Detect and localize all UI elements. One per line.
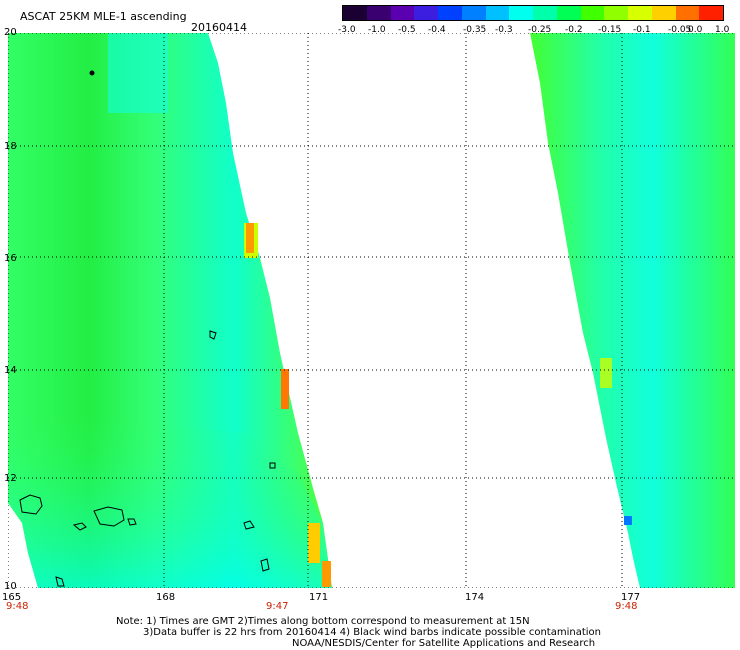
- graticule: [8, 33, 735, 588]
- swath-left-orange-b: [281, 369, 289, 409]
- latitude-label: 18: [4, 141, 17, 152]
- longitude-label: 174: [465, 592, 485, 603]
- swath-left-orange-c: [322, 561, 331, 587]
- colorbar-tick-label: -0.1: [633, 25, 651, 35]
- colorbar-swatch: [651, 6, 676, 20]
- island: [209, 330, 217, 340]
- colorbar-swatch: [604, 6, 628, 20]
- colorbar-tick-label: -0.5: [398, 25, 416, 35]
- colorbar-swatch: [675, 6, 700, 20]
- colorbar-swatch: [485, 6, 510, 20]
- colorbar-tick-label: 1.0: [715, 25, 730, 35]
- note-line-2: 3)Data buffer is 22 hrs from 20160414 4)…: [143, 627, 601, 638]
- time-label-165: 9:48: [6, 601, 29, 612]
- colorbar-tick-label: -1.0: [368, 25, 386, 35]
- swath-map: [8, 33, 735, 588]
- swath-left-yellow-b: [308, 523, 320, 563]
- island: [269, 462, 276, 469]
- colorbar-swatch: [556, 6, 581, 20]
- swath-right-yellow: [600, 358, 612, 388]
- island: [93, 506, 125, 527]
- swath-left-tint: [8, 413, 332, 588]
- colorbar-swatch: [628, 6, 652, 20]
- island: [89, 70, 95, 76]
- island: [19, 494, 43, 515]
- longitude-label: 171: [309, 592, 329, 603]
- time-label-171: 9:47: [266, 601, 289, 612]
- latitude-label: 16: [4, 253, 17, 264]
- latitude-label: 10: [4, 581, 17, 592]
- colorbar-ticks: -3.0 -1.0 -0.5 -0.4 -0.35 -0.3 -0.25 -0.2 -0.15 -…: [330, 25, 730, 37]
- colorbar-tick-label: -0.4: [428, 25, 446, 35]
- colorbar-tick-label: -0.3: [495, 25, 513, 35]
- colorbar-tick-label: -0.15: [598, 25, 622, 35]
- island: [243, 520, 255, 530]
- longitude-label: 177: [621, 592, 641, 603]
- colorbar-tick-label: -0.25: [528, 25, 552, 35]
- colorbar-tick-label: -0.35: [463, 25, 487, 35]
- swath-left-cyan-top: [108, 33, 168, 113]
- colorbar-swatch: [699, 6, 723, 20]
- colorbar-tick-label: -0.05: [668, 25, 692, 35]
- note-line-3: NOAA/NESDIS/Center for Satellite Applica…: [292, 638, 596, 649]
- latitude-label: 20: [4, 27, 17, 38]
- colorbar-tick-label: 0.0: [688, 25, 703, 35]
- colorbar-tick-label: -3.0: [338, 25, 356, 35]
- longitude-label: 168: [156, 592, 176, 603]
- colorbar-swatch: [390, 6, 415, 20]
- colorbar-swatch: [509, 6, 533, 20]
- swath-left-orange-a: [246, 223, 254, 253]
- longitude-label: 165: [2, 592, 22, 603]
- latitude-label: 14: [4, 365, 17, 376]
- colorbar-swatch: [461, 6, 486, 20]
- time-label-177: 9:48: [615, 601, 638, 612]
- island-outlines: [19, 70, 276, 587]
- island: [127, 518, 137, 526]
- product-date: 20160414: [191, 21, 247, 34]
- colorbar-swatch: [366, 6, 391, 20]
- island: [55, 576, 65, 587]
- product-title: ASCAT 25KM MLE-1 ascending: [20, 10, 187, 23]
- colorbar-swatch: [580, 6, 605, 20]
- swath-right-blue-pixel: [624, 516, 632, 525]
- island: [72, 522, 87, 531]
- swath-right: [530, 33, 735, 588]
- colorbar: [342, 5, 724, 21]
- colorbar-swatch: [533, 6, 557, 20]
- colorbar-tick-label: -0.2: [565, 25, 583, 35]
- colorbar-swatch: [414, 6, 438, 20]
- island: [260, 558, 270, 572]
- latitude-label: 12: [4, 473, 17, 484]
- colorbar-swatch: [343, 6, 367, 20]
- colorbar-swatch: [438, 6, 462, 20]
- note-line-1: Note: 1) Times are GMT 2)Times along bot…: [116, 616, 530, 627]
